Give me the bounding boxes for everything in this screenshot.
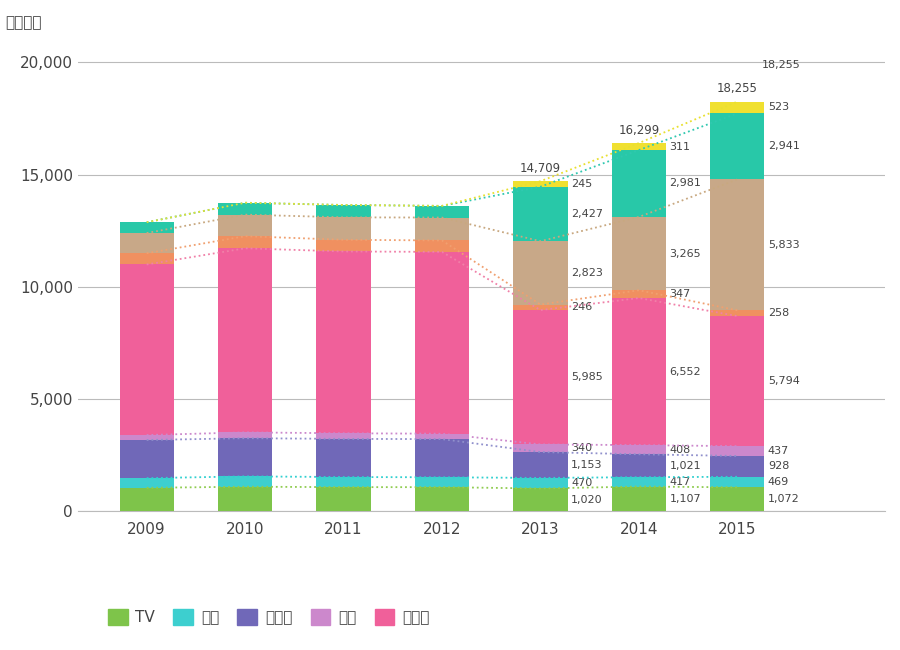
Bar [513,241,568,305]
Bar [415,218,469,240]
Bar [317,439,371,477]
Bar [218,203,272,215]
Text: 245: 245 [571,179,592,189]
Bar [513,187,568,241]
Bar [120,254,174,265]
Text: 2,941: 2,941 [768,141,800,151]
Bar [120,488,174,512]
Bar [120,222,174,233]
Bar [513,181,568,187]
Bar [710,179,764,310]
Bar [513,310,568,445]
Bar [120,233,174,254]
Text: 2,427: 2,427 [571,209,603,219]
Bar [612,298,666,445]
Text: 1,021: 1,021 [670,461,701,471]
Bar [415,252,469,434]
Bar [317,252,371,434]
Bar [415,439,469,477]
Bar [612,143,666,150]
Text: 417: 417 [670,477,690,487]
Bar [710,456,764,477]
Text: 14,709: 14,709 [520,162,561,175]
Text: 1,153: 1,153 [571,460,602,470]
Text: 246: 246 [571,302,592,313]
Bar [218,487,272,512]
Bar [612,477,666,487]
Bar [710,488,764,512]
Bar [120,435,174,440]
Text: 928: 928 [768,462,789,471]
Bar [710,477,764,488]
Bar [218,214,272,236]
Text: 5,985: 5,985 [571,372,603,382]
Text: （億円）: （億円） [5,16,41,31]
Text: 5,833: 5,833 [768,240,799,250]
Bar [612,454,666,477]
Bar [513,445,568,452]
Text: 2,823: 2,823 [571,268,603,278]
Bar [513,478,568,489]
Bar [317,217,371,240]
Bar [513,489,568,512]
Bar [317,205,371,217]
Text: 258: 258 [768,308,789,318]
Bar [317,477,371,487]
Bar [612,487,666,512]
Bar [415,206,469,218]
Text: 5,794: 5,794 [768,376,800,386]
Text: 6,552: 6,552 [670,367,701,376]
Text: 18,255: 18,255 [762,60,801,70]
Bar [415,240,469,252]
Bar [317,487,371,512]
Text: 437: 437 [768,446,789,456]
Bar [317,434,371,439]
Text: 18,255: 18,255 [717,83,758,96]
Text: 469: 469 [768,477,789,487]
Bar [218,236,272,248]
Text: 2,981: 2,981 [670,179,701,188]
Text: 311: 311 [670,142,690,151]
Bar [710,113,764,179]
Bar [317,240,371,252]
Text: 1,020: 1,020 [571,495,603,505]
Text: 1,107: 1,107 [670,494,701,504]
Text: 16,299: 16,299 [618,124,660,136]
Bar [218,248,272,432]
Bar [415,477,469,487]
Bar [612,291,666,298]
Bar [513,452,568,478]
Bar [218,476,272,487]
Text: 340: 340 [571,443,592,453]
Bar [120,478,174,488]
Text: 523: 523 [768,103,789,112]
Text: 408: 408 [670,445,690,455]
Bar [218,432,272,438]
Bar [710,316,764,446]
Text: 1,072: 1,072 [768,495,799,504]
Bar [612,150,666,217]
Bar [612,217,666,291]
Bar [513,305,568,310]
Bar [415,487,469,512]
Bar [710,101,764,113]
Bar [218,438,272,476]
Text: 470: 470 [571,478,592,488]
Bar [710,446,764,456]
Bar [710,310,764,316]
Bar [120,440,174,478]
Bar [612,445,666,454]
Bar [120,265,174,435]
Text: 3,265: 3,265 [670,248,701,259]
Text: 347: 347 [670,289,690,299]
Bar [415,434,469,439]
